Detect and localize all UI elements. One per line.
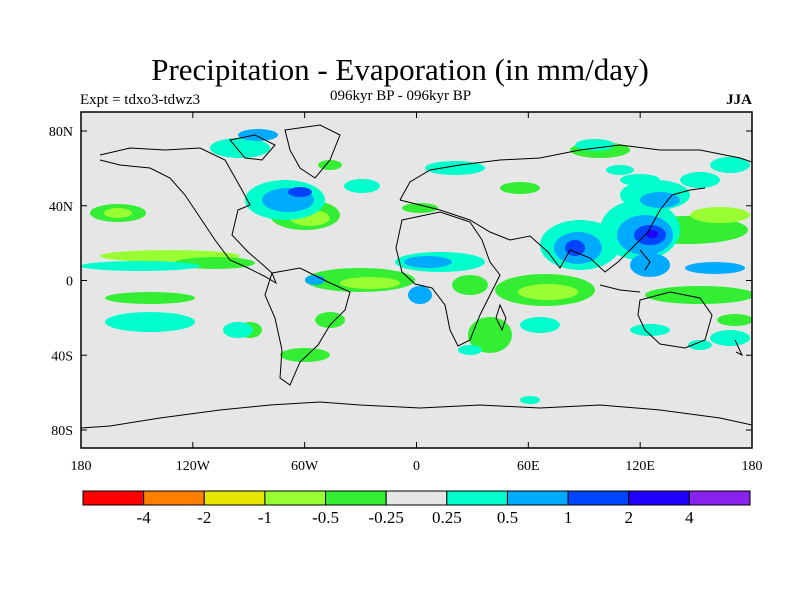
colorbar-label: -2	[197, 508, 211, 527]
latitude-axis: 80N 40N 0 40S 80S	[49, 125, 752, 439]
colorbar-label: 4	[685, 508, 694, 527]
colorbar-label: 0.25	[432, 508, 462, 527]
colorbar-swatch	[264, 490, 327, 506]
lat-label: 40N	[49, 200, 73, 215]
lon-label: 120W	[176, 459, 211, 474]
colorbar-swatch	[203, 490, 266, 506]
colorbar-label: 2	[624, 508, 633, 527]
lat-label: 80S	[51, 424, 73, 439]
plot-title: Precipitation - Evaporation (in mm/day)	[151, 52, 649, 87]
period-label: 096kyr BP - 096kyr BP	[330, 88, 472, 104]
colorbar-swatch	[82, 490, 145, 506]
precip-evap-field	[81, 129, 752, 404]
colorbar-label: -4	[137, 508, 152, 527]
season-label: JJA	[726, 92, 752, 108]
lat-label: 80N	[49, 125, 73, 140]
lat-label: 40S	[51, 349, 73, 364]
colorbar-swatch	[385, 490, 448, 506]
colorbar-label: 1	[564, 508, 573, 527]
coastlines	[81, 124, 752, 429]
colorbar-swatch	[628, 490, 690, 506]
lat-label: 0	[66, 275, 73, 290]
lon-label: 180	[71, 459, 92, 474]
colorbar-swatch	[506, 490, 569, 506]
longitude-axis: 180 120W 60W 0 60E 120E 180	[71, 112, 763, 474]
colorbar-label: 0.5	[497, 508, 518, 527]
lon-label: 120E	[625, 459, 655, 474]
colorbar: -4 -2 -1 -0.5 -0.25 0.25 0.5 1 2 4	[82, 490, 751, 527]
lon-label: 180	[742, 459, 763, 474]
colorbar-swatch	[446, 490, 508, 506]
experiment-label: Expt = tdxo3-tdwz3	[80, 92, 201, 108]
map-background	[81, 112, 752, 448]
lon-label: 60E	[517, 459, 540, 474]
colorbar-swatch	[688, 490, 751, 506]
colorbar-swatch	[143, 490, 205, 506]
colorbar-label: -0.25	[368, 508, 403, 527]
colorbar-swatch	[567, 490, 630, 506]
lon-label: 0	[413, 459, 420, 474]
colorbar-label: -1	[258, 508, 272, 527]
colorbar-label: -0.5	[312, 508, 339, 527]
lon-label: 60W	[291, 459, 319, 474]
colorbar-swatch	[325, 490, 387, 506]
